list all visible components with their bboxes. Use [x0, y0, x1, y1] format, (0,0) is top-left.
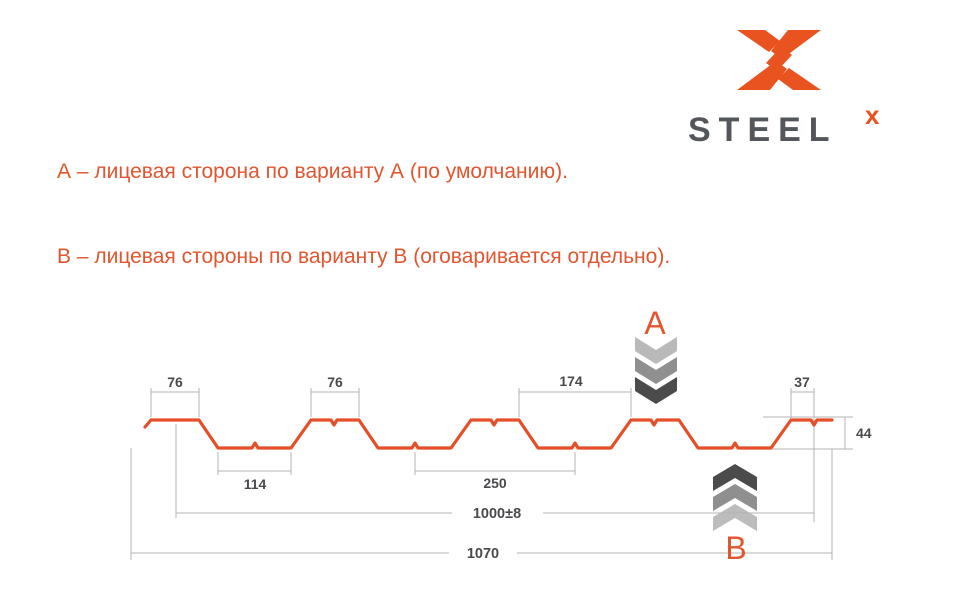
note-variant-a: А – лицевая сторона по варианту А (по ум…: [57, 160, 568, 183]
dim-pitch-label: 250: [483, 475, 507, 491]
variant-a-chevrons-icon: [635, 337, 677, 404]
logo-superscript-x: x: [865, 100, 880, 130]
marker-b-label: B: [725, 530, 746, 566]
marker-a-label: A: [644, 305, 666, 341]
logo-wordmark: STEEL: [688, 111, 928, 150]
profile-path: [143, 418, 834, 450]
variant-b-chevrons-icon: [713, 464, 757, 531]
dim-working-width-label: 1000±8: [473, 506, 521, 522]
dim-height-label: 44: [856, 425, 872, 441]
dimension-lines: [130, 388, 853, 560]
dim-top-flat-mid-label: 76: [327, 374, 343, 390]
dim-edge-rib-label: 37: [794, 374, 810, 390]
dim-valley-label: 174: [559, 373, 583, 389]
steelx-logo-icon: [737, 30, 821, 90]
logo-brand-text: STEEL: [688, 111, 838, 149]
note-variant-b: В – лицевая стороны по варианту В (огова…: [57, 245, 671, 268]
dim-overall-width-label: 1070: [467, 546, 499, 562]
dim-bottom-flat-label: 114: [244, 476, 267, 492]
dim-top-flat-left-label: 76: [167, 374, 183, 390]
